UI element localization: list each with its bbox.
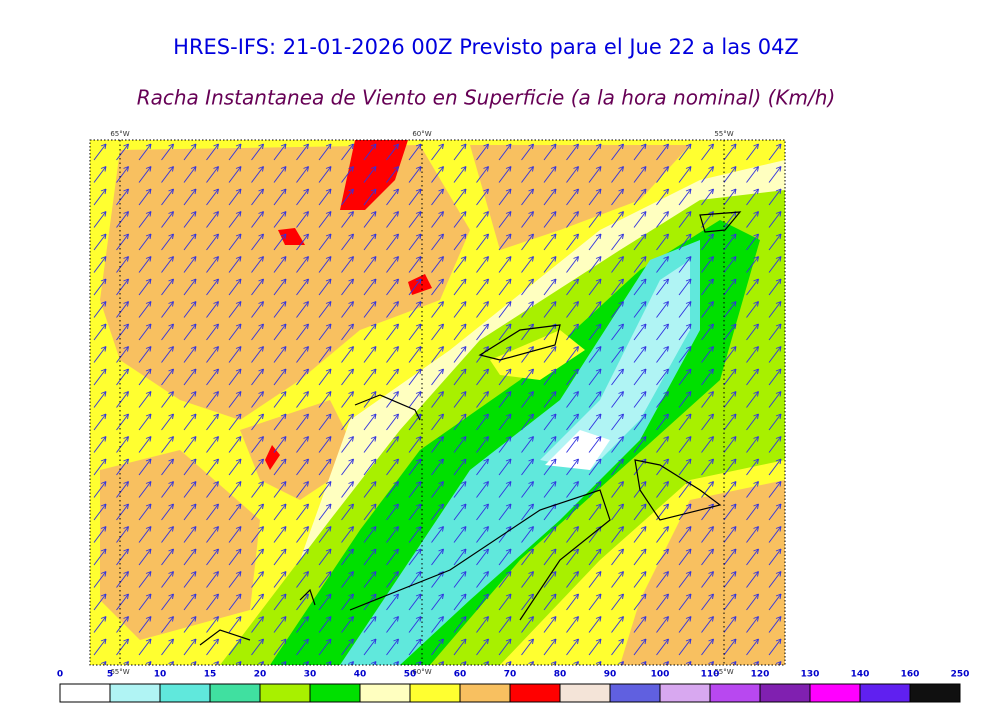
colorbar-swatch (309, 683, 361, 703)
colorbar-label: 120 (751, 670, 770, 680)
colorbar-swatch (859, 683, 911, 703)
colorbar-label: 40 (354, 670, 367, 680)
colorbar-label: 90 (604, 670, 617, 680)
colorbar-swatch (109, 683, 161, 703)
colorbar-label: 130 (801, 670, 820, 680)
colorbar-label: 15 (204, 670, 217, 680)
colorbar-label: 160 (901, 670, 920, 680)
colorbar-label: 50 (404, 670, 417, 680)
lon-label: 60°W (412, 668, 431, 676)
lon-label: 65°W (110, 668, 129, 676)
lon-label: 55°W (714, 668, 733, 676)
colorbar-swatch (459, 683, 511, 703)
colorbar-swatch (659, 683, 711, 703)
colorbar-label: 140 (851, 670, 870, 680)
map-frame (89, 139, 786, 666)
colorbar-swatch (359, 683, 411, 703)
graticule: 65°W 65°W 60°W 60°W 55°W 55°W (110, 130, 733, 676)
colorbar-label: 0 (57, 670, 63, 680)
colorbar-label: 5 (107, 670, 113, 680)
colorbar-swatch (409, 683, 461, 703)
wind-field (90, 140, 785, 665)
colorbar-swatch (809, 683, 861, 703)
colorbar-swatch (759, 683, 811, 703)
title: HRES-IFS: 21-01-2026 00Z Previsto para e… (173, 35, 799, 59)
colorbar-swatch (609, 683, 661, 703)
colorbar-swatch (909, 683, 961, 703)
colorbar-swatch (559, 683, 611, 703)
colorbar-label: 110 (701, 670, 720, 680)
colorbar-label: 20 (254, 670, 267, 680)
colorbar-label: 80 (554, 670, 567, 680)
colorbar-swatch (259, 683, 311, 703)
colorbar-swatch (509, 683, 561, 703)
colorbar-label: 250 (951, 670, 970, 680)
colorbar-swatch (159, 683, 211, 703)
colorbar-swatch (209, 683, 261, 703)
colorbar-label: 30 (304, 670, 317, 680)
colorbar-label: 100 (651, 670, 670, 680)
lon-label: 55°W (714, 130, 733, 138)
colorbar-swatch (59, 683, 111, 703)
lon-label: 65°W (110, 130, 129, 138)
colorbar-label: 10 (154, 670, 167, 680)
colorbar: 0 5 10 15 20 30 40 50 60 70 80 90 100 110 120 130 140 160… (57, 670, 970, 703)
colorbar-label: 70 (504, 670, 517, 680)
colorbar-label: 60 (454, 670, 467, 680)
lon-label: 60°W (412, 130, 431, 138)
colorbar-swatch (709, 683, 761, 703)
subtitle: Racha Instantanea de Viento en Superfici… (137, 86, 836, 110)
